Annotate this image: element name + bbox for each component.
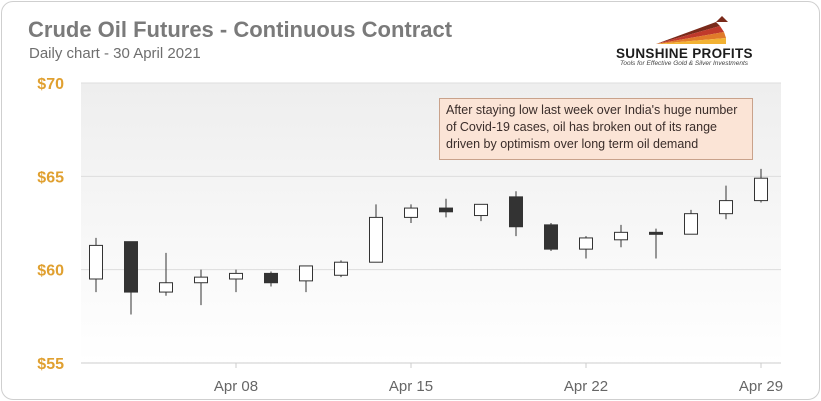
candle-body [579, 237, 593, 250]
brand-name: SUNSHINE PROFITS [616, 46, 753, 61]
candle [159, 252, 173, 296]
chart-title: Crude Oil Futures - Continuous Contract [28, 17, 453, 42]
y-tick-label: $55 [37, 356, 64, 373]
candle-body [684, 213, 698, 235]
candle [404, 204, 418, 223]
candle-body [404, 207, 418, 218]
y-tick-label: $60 [37, 263, 64, 280]
candle-body [719, 200, 733, 215]
candle [194, 269, 208, 306]
chart-subtitle: Daily chart - 30 April 2021 [29, 45, 201, 62]
candle-body [649, 231, 663, 235]
candle-body [474, 203, 488, 217]
candle-body [369, 216, 383, 263]
x-tick-label: Apr 08 [214, 378, 258, 395]
candle-body [334, 261, 348, 276]
candle [544, 223, 558, 251]
x-tick-label: Apr 29 [739, 378, 783, 395]
candle [124, 241, 138, 315]
candle-body [159, 282, 173, 293]
candle [684, 209, 698, 235]
candle [474, 203, 488, 222]
candle [299, 265, 313, 293]
candle-body [439, 207, 453, 213]
candle [229, 269, 243, 293]
candle-body [194, 276, 208, 284]
candle [264, 271, 278, 287]
y-tick-label: $65 [37, 169, 64, 186]
sun-rays-icon [656, 16, 728, 44]
candle-body [544, 224, 558, 250]
candle-body [264, 272, 278, 284]
candle-body [614, 231, 628, 241]
x-tick-label: Apr 22 [564, 378, 608, 395]
x-tick-label: Apr 15 [389, 378, 433, 395]
candle [719, 185, 733, 220]
brand-tagline: Tools for Effective Gold & Silver Invest… [620, 60, 749, 67]
candle [369, 204, 383, 263]
candle [509, 191, 523, 237]
candle [649, 228, 663, 259]
candle [579, 236, 593, 259]
y-tick-label: $70 [37, 76, 64, 93]
candle-body [754, 177, 768, 202]
candle-body [89, 244, 103, 280]
brand-logo: SUNSHINE PROFITS Tools for Effective Gol… [616, 14, 786, 72]
annotation-box: After staying low last week over India's… [439, 98, 753, 160]
candle-body [124, 241, 138, 293]
candle [439, 198, 453, 218]
candle [754, 168, 768, 203]
candle-body [299, 265, 313, 282]
candle [334, 260, 348, 278]
candle-body [229, 272, 243, 280]
candle-body [509, 196, 523, 228]
candle [89, 237, 103, 293]
candle [614, 224, 628, 248]
